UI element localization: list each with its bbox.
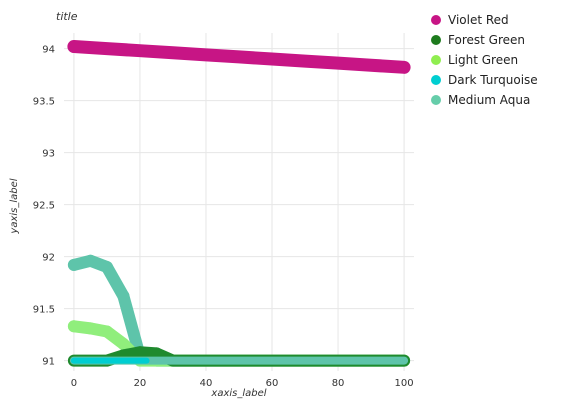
x-axis-title: xaxis_label [210, 388, 266, 399]
y-tick-label: 93 [42, 149, 55, 160]
y-tick-label: 93.5 [33, 97, 55, 108]
legend-marker-dark-turquoise [431, 75, 441, 85]
chart-title: title [56, 10, 78, 23]
x-tick-label: 100 [395, 378, 414, 389]
y-tick-labels: 91 91.5 92 92.5 93 93.5 94 [33, 45, 55, 368]
legend-marker-forest-green [431, 35, 441, 45]
y-axis-title: yaxis_label [9, 178, 20, 234]
violet-red-line [67, 40, 411, 74]
y-tick-label: 92.5 [33, 201, 55, 212]
x-tick-label: 40 [200, 378, 213, 389]
y-tick-label: 94 [42, 45, 55, 56]
legend-marker-medium-aqua [431, 95, 441, 105]
x-tick-label: 20 [134, 378, 147, 389]
legend-label-light-green: Light Green [448, 53, 518, 67]
y-tick-label: 91 [42, 357, 55, 368]
legend-label-violet-red: Violet Red [448, 13, 509, 27]
legend-marker-light-green [431, 55, 441, 65]
x-tick-label: 0 [71, 378, 77, 389]
y-tick-label: 92 [42, 253, 55, 264]
y-tick-label: 91.5 [33, 305, 55, 316]
x-tick-labels: 0 20 40 60 80 100 [71, 378, 414, 389]
legend-label-dark-turquoise: Dark Turquoise [448, 73, 538, 87]
x-tick-label: 60 [266, 378, 279, 389]
legend-label-medium-aqua: Medium Aqua [448, 93, 530, 107]
legend-label-forest-green: Forest Green [448, 33, 525, 47]
legend-marker-violet-red [431, 15, 441, 25]
line-layer [67, 40, 411, 365]
x-tick-label: 80 [332, 378, 345, 389]
legend: Violet Red Forest Green Light Green Dark Tu… [431, 13, 538, 107]
